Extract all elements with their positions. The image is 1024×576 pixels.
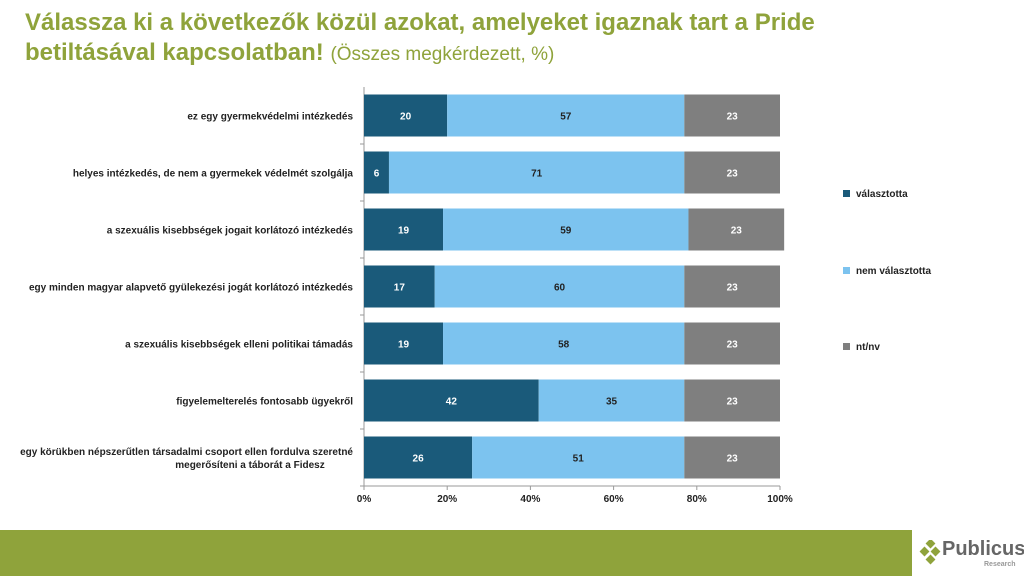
- logo-sub: Research: [984, 561, 1016, 568]
- data-label: 19: [398, 226, 410, 237]
- publicus-logo: Publicus Research: [918, 536, 1024, 574]
- data-label: 71: [531, 169, 543, 180]
- category-label: egy minden magyar alapvető gyülekezési j…: [29, 283, 353, 294]
- data-label: 23: [727, 169, 739, 180]
- bar-no-answer: [684, 379, 780, 422]
- logo-icon: [919, 540, 941, 565]
- legend-label: választotta: [856, 189, 908, 200]
- bar-selected: [364, 208, 444, 251]
- bar-selected: [364, 94, 448, 137]
- x-tick-label: 20%: [437, 494, 457, 505]
- data-label: 42: [446, 397, 458, 408]
- legend-swatch: [843, 343, 850, 350]
- bar-selected: [364, 436, 473, 479]
- x-tick-label: 0%: [357, 494, 372, 505]
- bar-not-selected: [472, 436, 685, 479]
- category-label: egy körükben népszerűtlen társadalmi cso…: [20, 447, 353, 458]
- legend-swatch: [843, 267, 850, 274]
- category-label: helyes intézkedés, de nem a gyermekek vé…: [73, 169, 354, 180]
- data-label: 58: [558, 340, 570, 351]
- data-label: 60: [554, 283, 566, 294]
- data-label: 23: [727, 340, 739, 351]
- data-label: 23: [727, 283, 739, 294]
- category-label: ez egy gyermekvédelmi intézkedés: [187, 112, 353, 123]
- stacked-bar-chart: 0% 20% 40% 60% 80% 100% ez egy gyermekvédelmi …: [20, 87, 931, 505]
- bar-no-answer: [684, 151, 780, 194]
- x-tick-label: 80%: [687, 494, 707, 505]
- bar-no-answer: [684, 322, 780, 365]
- chart-title: Válassza ki a következők közül azokat, a…: [25, 8, 925, 70]
- category-label: megerősíteni a táborát a Fidesz: [175, 460, 325, 471]
- bar-not-selected: [388, 151, 685, 194]
- bar-selected: [364, 379, 539, 422]
- bar-no-answer: [684, 265, 780, 308]
- data-label: 20: [400, 112, 412, 123]
- data-label: 26: [413, 454, 425, 465]
- legend-swatch: [843, 190, 850, 197]
- x-tick-label: 100%: [767, 494, 793, 505]
- bar-not-selected: [443, 322, 685, 365]
- data-label: 17: [394, 283, 406, 294]
- data-label: 6: [374, 169, 380, 180]
- data-label: 59: [560, 226, 572, 237]
- bar-no-answer: [684, 94, 780, 137]
- data-label: 23: [731, 226, 743, 237]
- data-label: 19: [398, 340, 410, 351]
- bar-not-selected: [443, 208, 689, 251]
- bar-selected: [364, 322, 444, 365]
- title-text: Válassza ki a következők közül azokat, a…: [25, 9, 815, 66]
- bar-no-answer: [688, 208, 785, 251]
- data-label: 23: [727, 397, 739, 408]
- category-label: a szexuális kisebbségek elleni politikai…: [125, 340, 353, 351]
- legend-label: nt/nv: [856, 342, 880, 353]
- logo-name: Publicus: [942, 538, 1024, 560]
- data-label: 57: [560, 112, 572, 123]
- data-label: 23: [727, 112, 739, 123]
- bar-selected: [364, 151, 389, 194]
- bar-not-selected: [447, 94, 685, 137]
- bar-not-selected: [538, 379, 685, 422]
- x-tick-label: 60%: [604, 494, 624, 505]
- data-label: 35: [606, 397, 618, 408]
- subtitle: (Összes megkérdezett, %): [330, 44, 555, 65]
- data-label: 23: [727, 454, 739, 465]
- bar-not-selected: [434, 265, 685, 308]
- bar-no-answer: [684, 436, 780, 479]
- category-label: figyelemelterelés fontosabb ügyekről: [176, 397, 353, 408]
- data-label: 51: [573, 454, 585, 465]
- footer-bar: [0, 530, 912, 576]
- legend-label: nem választotta: [856, 266, 931, 277]
- category-label: a szexuális kisebbségek jogait korlátozó…: [107, 226, 354, 237]
- x-tick-label: 40%: [520, 494, 540, 505]
- bar-selected: [364, 265, 435, 308]
